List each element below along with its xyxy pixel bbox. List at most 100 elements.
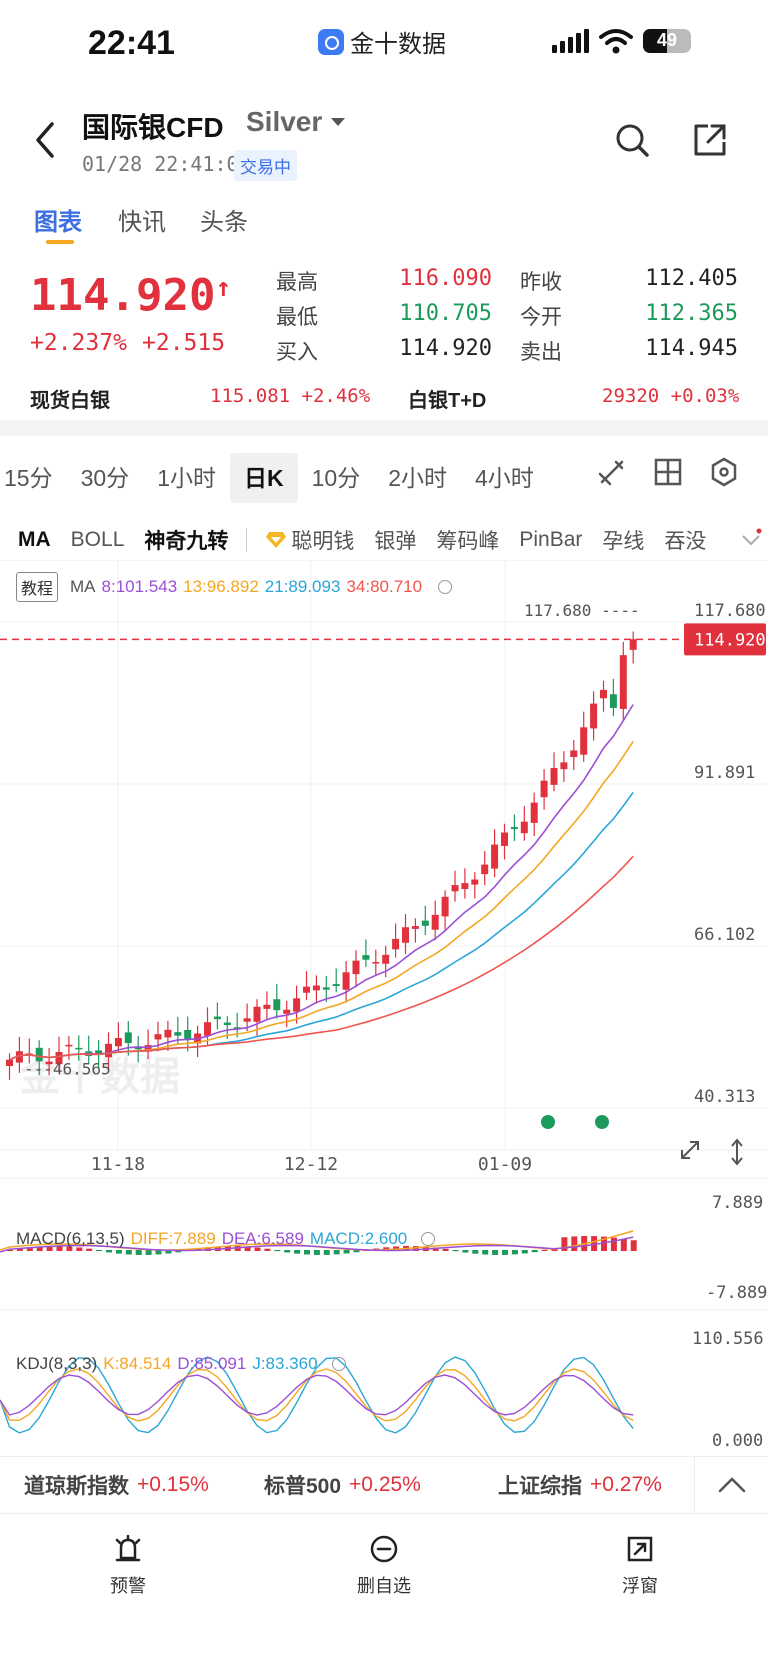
current-price-label: 114.920 <box>694 630 766 650</box>
ma-legend-label: MA <box>70 577 96 596</box>
macd-bar <box>165 1250 172 1254</box>
macd-bar <box>452 1250 459 1252</box>
chevron-up-icon <box>718 1477 746 1493</box>
market-item-sp500[interactable]: 标普500 +0.25% <box>264 1470 421 1500</box>
alert-button[interactable]: 预警 <box>53 1534 203 1662</box>
bid-label: 买入 <box>276 341 318 364</box>
spot-silver-label[interactable]: 现货白银 <box>30 390 110 412</box>
indicator-ma[interactable]: MA <box>18 528 51 551</box>
share-icon[interactable] <box>690 120 730 160</box>
indicator-harami[interactable]: 孕线 <box>602 530 645 553</box>
market-item-sse[interactable]: 上证综指 +0.27% <box>498 1470 662 1500</box>
candle-body <box>273 999 281 1011</box>
silver-td-quote[interactable]: 29320 +0.03% <box>602 385 739 407</box>
market-index-strip: 道琼斯指数 +0.15% 标普500 +0.25% 上证综指 +0.27% <box>0 1456 768 1515</box>
macd-bar <box>125 1250 132 1255</box>
candle-body <box>362 955 370 960</box>
market-item-dow[interactable]: 道琼斯指数 +0.15% <box>24 1470 209 1500</box>
candle-body <box>263 1004 271 1009</box>
candle-body <box>471 879 479 885</box>
candle-body <box>461 883 469 890</box>
kline-chart[interactable]: 金十数据117.68091.89166.10240.313114.920117.… <box>0 560 768 1450</box>
ma-settings-icon[interactable] <box>438 580 453 594</box>
draw-tool-icon[interactable] <box>596 456 628 488</box>
tab-chart[interactable]: 图表 <box>34 209 82 236</box>
period-15min[interactable]: 15分 <box>4 465 53 491</box>
indicator-boll[interactable]: BOLL <box>70 528 125 551</box>
period-4h[interactable]: 4小时 <box>475 465 533 491</box>
candle-body <box>421 920 429 926</box>
macd-bar <box>591 1236 598 1251</box>
back-arrow-icon[interactable] <box>30 120 60 160</box>
indicator-engulfing[interactable]: 吞没 <box>664 530 707 553</box>
date-axis-label: 12-12 <box>284 1154 338 1175</box>
quote-datetime: 01/28 22:41:03 <box>82 152 251 176</box>
candle-body <box>154 1034 162 1040</box>
period-daily[interactable]: 日K <box>229 453 298 503</box>
indicator-smart-money[interactable]: 聪明钱 <box>255 525 364 555</box>
spot-silver-change: +2.46% <box>301 385 371 407</box>
instrument-switcher[interactable]: Silver <box>246 106 346 138</box>
float-window-button[interactable]: 浮窗 <box>565 1534 715 1662</box>
macd-bar <box>541 1249 548 1251</box>
candle-body <box>204 1022 211 1036</box>
signal-icon <box>552 29 589 53</box>
tutorial-button[interactable]: 教程 <box>16 572 59 602</box>
search-icon[interactable] <box>612 120 652 160</box>
market-strip-toggle[interactable] <box>694 1457 768 1515</box>
silver-td-change: +0.03% <box>670 385 740 407</box>
ma-legend: 教程 MA 8:101.543 13:96.892 21:89.093 34:8… <box>16 572 453 602</box>
tab-flash-news[interactable]: 快讯 <box>118 209 166 236</box>
indicator-pinbar[interactable]: PinBar <box>519 528 583 551</box>
candle-body <box>114 1038 122 1047</box>
expand-icon <box>681 1141 699 1159</box>
indicator-silver-bullet[interactable]: 银弹 <box>374 530 417 553</box>
bid-value: 114.920 <box>399 336 492 361</box>
macd-bar <box>86 1248 93 1251</box>
last-price-value: 114.920 <box>30 270 216 321</box>
period-1h[interactable]: 1小时 <box>157 465 216 491</box>
kdj-settings-icon[interactable] <box>331 1357 346 1371</box>
candle-body <box>501 832 508 846</box>
market-change: +0.15% <box>137 1473 209 1496</box>
kdj-legend-label: KDJ(8,3,3) <box>16 1354 98 1373</box>
prev-close-label: 昨收 <box>520 271 562 294</box>
period-2h[interactable]: 2小时 <box>388 465 447 491</box>
indicator-td-sequential[interactable]: 神奇九转 <box>144 530 229 553</box>
macd-bar <box>313 1250 320 1255</box>
chevron-down-icon[interactable] <box>740 528 762 550</box>
kdj-legend: KDJ(8,3,3) K:84.514 D:85.091 J:83.360 <box>16 1354 346 1374</box>
layout-grid-icon[interactable] <box>652 456 684 488</box>
prev-close-value: 112.405 <box>645 266 738 291</box>
macd-bar <box>145 1250 152 1255</box>
macd-settings-icon[interactable] <box>421 1232 436 1246</box>
indicator-chip-peak[interactable]: 筹码峰 <box>436 530 500 553</box>
candle-body <box>124 1032 132 1044</box>
candle-body <box>35 1047 43 1062</box>
period-10min[interactable]: 10分 <box>311 465 361 491</box>
high-label: 最高 <box>276 271 318 294</box>
settings-hex-icon[interactable] <box>708 456 740 488</box>
change-amount: +2.515 <box>142 330 226 356</box>
macd-bar <box>462 1250 469 1253</box>
event-dot <box>595 1115 609 1129</box>
period-30min[interactable]: 30分 <box>80 465 130 491</box>
candle-body <box>530 802 538 823</box>
tab-headlines[interactable]: 头条 <box>200 209 248 236</box>
macd-dea-line <box>0 1236 634 1253</box>
candle-body <box>590 703 598 729</box>
battery-icon: 49 <box>643 29 691 53</box>
silver-td-value: 29320 <box>602 385 660 407</box>
remove-watchlist-label: 删自选 <box>357 1576 411 1596</box>
price-axis-label: 91.891 <box>694 763 755 783</box>
silver-td-label[interactable]: 白银T+D <box>408 390 487 412</box>
remove-watchlist-button[interactable]: 删自选 <box>309 1534 459 1662</box>
diamond-icon <box>266 532 287 548</box>
indicator-divider <box>246 528 248 552</box>
macd-bar <box>155 1250 162 1255</box>
macd-dea: DEA:6.589 <box>221 1229 304 1248</box>
macd-bar <box>56 1246 63 1251</box>
macd-bar <box>16 1248 23 1251</box>
macd-legend: MACD(6,13,5) DIFF:7.889 DEA:6.589 MACD:2… <box>16 1229 436 1249</box>
spot-silver-quote[interactable]: 115.081 +2.46% <box>210 385 370 407</box>
